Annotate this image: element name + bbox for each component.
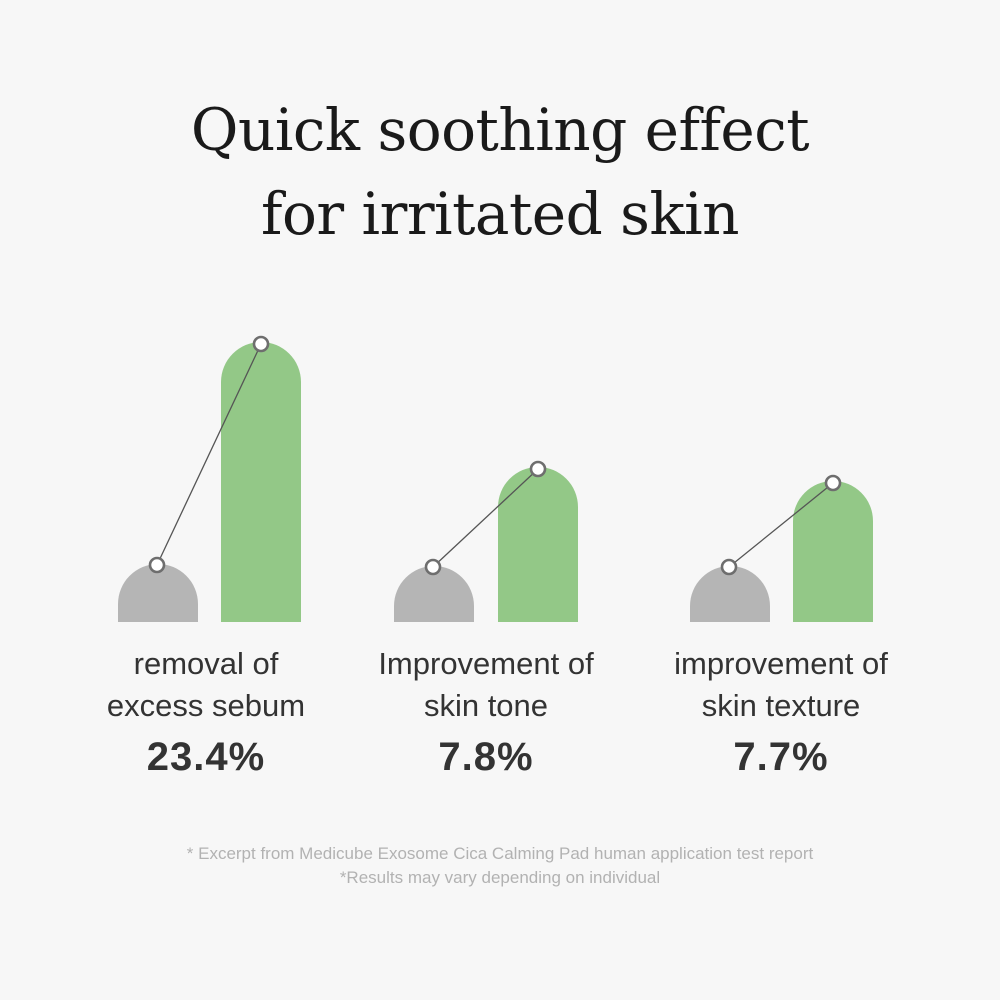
category-label-line-1: improvement of [674,646,888,681]
trend-line [432,468,539,568]
marker-before [424,558,442,576]
improvement-value: 23.4% [146,735,266,779]
category-label: Improvement of skin tone [326,643,646,727]
category-label-line-2: skin tone [423,688,549,723]
improvement-value: 7.7% [733,735,829,779]
group-sebum: removal of excess sebum 23.4% [46,643,366,780]
improvement-value: 7.8% [438,735,534,779]
bar-after [793,481,873,622]
bar-after [221,342,301,622]
group-skin-tone: Improvement of skin tone 7.8% [326,643,646,780]
marker-after [824,474,842,492]
chart-title: Quick soothing effect for irritated skin [0,88,1000,256]
bar-before [394,566,474,622]
title-line-1: Quick soothing effect [190,96,810,164]
footnote: * Excerpt from Medicube Exosome Cica Cal… [0,842,1000,890]
category-label-line-2: excess sebum [106,688,306,723]
footnote-line-2: *Results may vary depending on individua… [339,868,661,887]
title-line-2: for irritated skin [261,180,740,248]
category-label-line-1: Improvement of [378,646,594,681]
bar-before [690,566,770,622]
marker-before [720,558,738,576]
marker-before [148,556,166,574]
category-label: removal of excess sebum [46,643,366,727]
group-skin-texture: improvement of skin texture 7.7% [621,643,941,780]
bar-before [118,564,198,622]
bar-after [498,467,578,622]
footnote-line-1: * Excerpt from Medicube Exosome Cica Cal… [186,844,814,863]
marker-after [252,335,270,353]
marker-after [529,460,547,478]
category-label-line-1: removal of [133,646,279,681]
category-label: improvement of skin texture [621,643,941,727]
trend-line [728,482,834,568]
category-label-line-2: skin texture [701,688,861,723]
trend-line [156,343,262,566]
